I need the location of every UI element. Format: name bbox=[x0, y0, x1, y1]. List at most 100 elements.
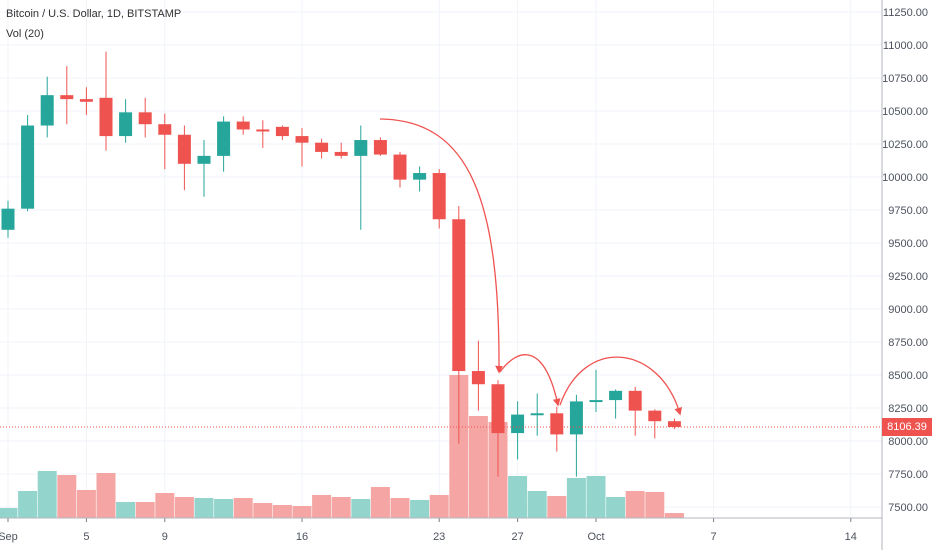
candle-body bbox=[119, 112, 133, 137]
candle-body bbox=[648, 410, 662, 422]
candle-body bbox=[99, 97, 113, 137]
x-tick-label: 27 bbox=[511, 531, 523, 543]
volume-bar bbox=[174, 497, 194, 518]
candle-body bbox=[471, 371, 485, 385]
candle-body bbox=[236, 121, 250, 130]
arrow-annotations bbox=[379, 118, 683, 416]
candle-body bbox=[138, 112, 152, 125]
volume-bar bbox=[0, 508, 18, 518]
volume-bar bbox=[96, 473, 116, 518]
volume-bar bbox=[645, 492, 665, 518]
volume-bar bbox=[449, 375, 469, 518]
volume-bar bbox=[18, 491, 38, 518]
candle-body bbox=[609, 390, 623, 401]
candle-body bbox=[589, 400, 603, 403]
volume-bar bbox=[37, 471, 57, 518]
y-tick-label: 9250.00 bbox=[888, 271, 928, 283]
candle-body bbox=[667, 421, 681, 427]
volume-bar bbox=[76, 490, 96, 518]
candle-body bbox=[354, 140, 368, 156]
volume-bar bbox=[410, 500, 430, 518]
last-price-label: 8106.39 bbox=[882, 417, 932, 436]
candle-body bbox=[393, 154, 407, 180]
y-tick-label: 8250.00 bbox=[888, 403, 928, 415]
x-tick-label: 16 bbox=[296, 531, 308, 543]
y-tick-label: 9750.00 bbox=[888, 205, 928, 217]
volume-bar bbox=[625, 491, 645, 518]
candle-body bbox=[256, 129, 270, 132]
volume-bar bbox=[586, 476, 606, 518]
candle-body bbox=[569, 401, 583, 435]
volume-layer bbox=[0, 375, 684, 518]
y-tick-label: 8750.00 bbox=[888, 337, 928, 349]
volume-bar bbox=[214, 499, 234, 518]
candle-body bbox=[530, 413, 544, 416]
candle-body bbox=[177, 134, 191, 164]
trend-arrow bbox=[379, 118, 503, 374]
volume-bar bbox=[606, 497, 626, 518]
candle-body bbox=[1, 208, 15, 230]
candle-body bbox=[491, 384, 505, 434]
y-tick-label: 8000.00 bbox=[888, 436, 928, 448]
volume-bar bbox=[116, 502, 136, 518]
candle-body bbox=[628, 390, 642, 411]
y-tick-label: 8500.00 bbox=[888, 370, 928, 382]
x-tick-label: 23 bbox=[433, 531, 445, 543]
volume-bar bbox=[566, 478, 586, 518]
candle-body bbox=[197, 155, 211, 164]
volume-bar bbox=[370, 487, 390, 518]
volume-bar bbox=[351, 499, 371, 518]
chart-title: Bitcoin / U.S. Dollar, 1D, BITSTAMP bbox=[6, 8, 182, 20]
candle-body bbox=[373, 140, 387, 155]
y-tick-label: 10500.00 bbox=[882, 106, 928, 118]
candle-body bbox=[40, 95, 54, 126]
candle-body bbox=[217, 121, 231, 156]
volume-bar bbox=[527, 491, 547, 518]
volume-bar bbox=[664, 513, 684, 518]
y-tick-label: 11000.00 bbox=[883, 40, 928, 52]
trend-arrow bbox=[559, 356, 683, 416]
volume-bar bbox=[155, 493, 175, 518]
y-tick-label: 10750.00 bbox=[882, 73, 928, 85]
candle-body bbox=[275, 126, 289, 137]
grid-layer bbox=[0, 0, 882, 518]
volume-bar bbox=[233, 498, 253, 518]
volume-bar bbox=[194, 498, 214, 518]
volume-indicator-label: Vol (20) bbox=[6, 28, 44, 40]
y-tick-label: 10000.00 bbox=[882, 172, 928, 184]
candle-body bbox=[413, 173, 427, 180]
candle-layer bbox=[1, 51, 681, 477]
candle-body bbox=[158, 124, 172, 135]
volume-bar bbox=[272, 505, 292, 518]
trend-arrow bbox=[499, 354, 561, 407]
candle-body bbox=[79, 99, 93, 102]
x-tick-label: 7 bbox=[711, 531, 717, 543]
volume-bar bbox=[253, 503, 273, 518]
candle-body bbox=[452, 219, 466, 372]
y-tick-label: 9500.00 bbox=[888, 238, 928, 250]
volume-bar bbox=[508, 476, 528, 518]
candle-body bbox=[511, 414, 525, 434]
x-tick-label: 9 bbox=[162, 531, 168, 543]
x-tick-label: 14 bbox=[845, 531, 857, 543]
x-tick-label: 5 bbox=[83, 531, 89, 543]
y-tick-label: 7750.00 bbox=[888, 469, 928, 481]
candle-body bbox=[21, 125, 35, 209]
volume-bar bbox=[390, 498, 410, 518]
volume-bar bbox=[292, 506, 312, 518]
y-tick-label: 7500.00 bbox=[888, 502, 928, 514]
candle-body bbox=[550, 413, 564, 435]
volume-bar bbox=[331, 497, 351, 518]
candle-body bbox=[334, 151, 348, 156]
x-tick-label: Sep bbox=[0, 531, 18, 543]
volume-bar bbox=[429, 495, 449, 518]
x-tick-label: Oct bbox=[587, 531, 604, 543]
y-tick-label: 10250.00 bbox=[882, 139, 928, 151]
y-tick-label: 11250.00 bbox=[883, 7, 928, 19]
volume-bar bbox=[468, 416, 488, 518]
volume-bar bbox=[57, 475, 77, 518]
volume-bar bbox=[312, 495, 332, 518]
volume-bar bbox=[547, 496, 567, 518]
